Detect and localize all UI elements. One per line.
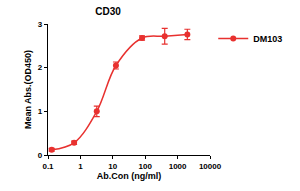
svg-text:100: 100	[139, 162, 153, 171]
svg-text:Mean Abs.(OD450): Mean Abs.(OD450)	[23, 50, 33, 129]
svg-text:3: 3	[38, 20, 43, 29]
svg-text:10000: 10000	[199, 162, 222, 171]
svg-text:Ab.Con (ng/ml): Ab.Con (ng/ml)	[97, 171, 162, 181]
svg-text:1000: 1000	[169, 162, 187, 171]
svg-text:0.1: 0.1	[42, 162, 54, 171]
svg-text:1: 1	[78, 162, 83, 171]
svg-text:DM103: DM103	[253, 34, 282, 44]
svg-text:2: 2	[38, 63, 43, 72]
svg-text:10: 10	[108, 162, 117, 171]
svg-text:0: 0	[38, 151, 43, 160]
svg-text:1: 1	[38, 107, 43, 116]
svg-text:CD30: CD30	[95, 6, 121, 17]
